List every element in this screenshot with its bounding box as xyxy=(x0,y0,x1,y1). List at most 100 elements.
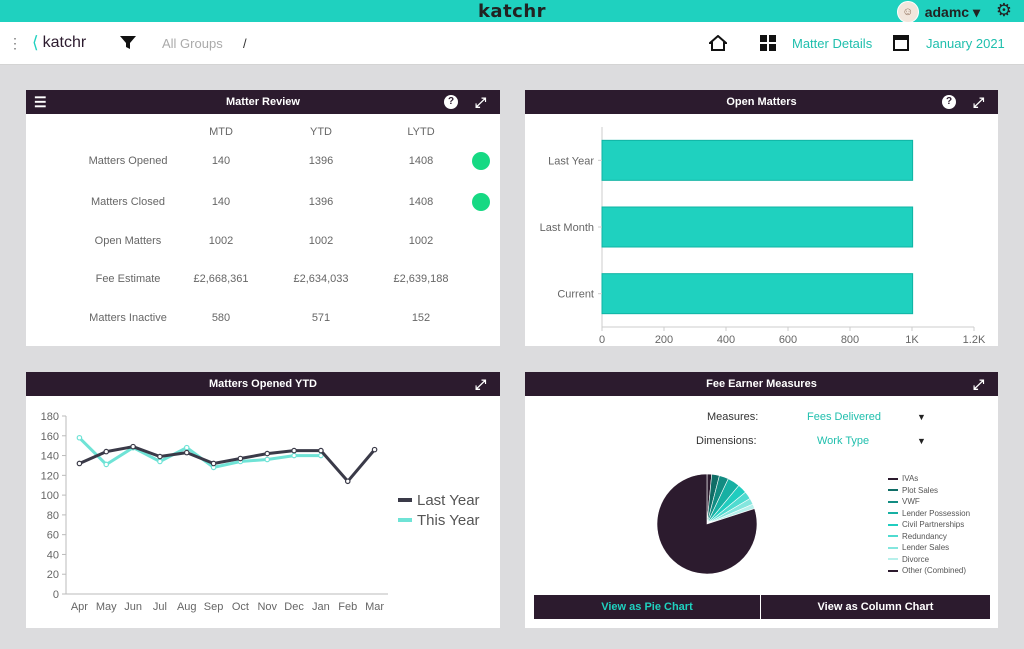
toolbar: ⋮ ⟨ katchr All Groups / Matter Details J… xyxy=(0,22,1024,65)
status-indicator xyxy=(472,152,490,170)
panel-title: Matters Opened YTD xyxy=(209,378,317,390)
legend-swatch xyxy=(888,500,898,503)
table-cell: 1002 xyxy=(408,235,434,247)
y-tick-label: 20 xyxy=(47,569,59,581)
table-cell: £2,668,361 xyxy=(193,273,249,285)
breadcrumb-separator: / xyxy=(243,35,247,51)
legend-item[interactable]: Civil Partnerships xyxy=(888,520,964,529)
data-point xyxy=(130,443,136,450)
table-cell: 152 xyxy=(411,312,431,324)
expand-icon[interactable]: ⤢ xyxy=(475,376,487,392)
menu-icon[interactable]: ☰ xyxy=(34,94,47,110)
panel-header: ☰ Matter Review ? ⤢ xyxy=(26,90,500,114)
filter-icon[interactable] xyxy=(120,22,136,64)
pie-chart-button[interactable]: View as Pie Chart xyxy=(534,595,760,619)
gear-icon[interactable]: ⚙ xyxy=(995,0,1012,20)
data-point xyxy=(264,456,271,463)
legend-label: Lender Sales xyxy=(902,543,950,552)
legend-item[interactable]: Lender Possession xyxy=(888,509,970,518)
x-tick-label: Jun xyxy=(124,601,142,613)
column-header: LYTD xyxy=(407,126,435,138)
data-point xyxy=(157,453,163,460)
group-selector[interactable]: All Groups xyxy=(162,35,223,51)
table-cell: 1002 xyxy=(208,235,234,247)
legend-item[interactable]: Divorce xyxy=(888,555,929,564)
user-menu[interactable]: ☺ adamc ▾ xyxy=(896,1,980,23)
view-selector[interactable]: Matter Details xyxy=(792,35,873,51)
x-tick-label: Feb xyxy=(338,601,357,613)
legend-item[interactable]: IVAs xyxy=(888,474,918,483)
data-point xyxy=(157,458,163,465)
legend-item[interactable]: VWF xyxy=(888,497,920,506)
data-point xyxy=(344,478,351,485)
help-icon[interactable]: ? xyxy=(942,95,956,109)
open-matters-panel: Open Matters ? ⤢ Last Year Last Month Curr… xyxy=(525,90,998,346)
expand-icon[interactable]: ⤢ xyxy=(475,94,487,110)
expand-icon[interactable]: ⤢ xyxy=(973,94,985,110)
legend-label: Divorce xyxy=(902,554,930,564)
legend-swatch xyxy=(888,489,898,491)
column-header: YTD xyxy=(310,126,332,138)
dashboard-grid-icon[interactable] xyxy=(760,22,776,64)
legend-label: Civil Partnerships xyxy=(902,520,965,529)
data-point xyxy=(318,447,324,454)
top-bar: katchr ☺ adamc ▾ ⚙ xyxy=(0,0,1024,23)
table-cell: 1408 xyxy=(408,196,434,208)
x-tick-label: Jan xyxy=(312,601,330,613)
legend-swatch xyxy=(888,477,898,480)
bar xyxy=(601,206,914,248)
y-tick-label: 0 xyxy=(53,589,59,601)
table-cell: 580 xyxy=(211,312,231,324)
measures-label: Measures: xyxy=(707,411,759,423)
tick-label: 0 xyxy=(599,334,605,346)
legend-label: Last Year xyxy=(417,492,480,509)
more-vertical-icon[interactable]: ⋮ xyxy=(8,34,22,51)
legend-item[interactable]: Plot Sales xyxy=(888,486,938,495)
tick-label: 400 xyxy=(717,334,735,346)
calendar-icon[interactable] xyxy=(893,22,909,64)
y-tick-label: 160 xyxy=(41,431,59,443)
legend-item[interactable]: Redundancy xyxy=(888,532,947,541)
home-icon[interactable] xyxy=(709,22,727,64)
legend-label: Redundancy xyxy=(902,531,947,541)
data-point xyxy=(291,447,297,454)
column-chart-button[interactable]: View as Column Chart xyxy=(761,595,990,619)
y-tick-label: 100 xyxy=(41,490,59,502)
table-cell: 571 xyxy=(311,312,331,324)
tick-label: 800 xyxy=(841,334,859,346)
x-tick-label: Mar xyxy=(365,601,384,613)
help-icon[interactable]: ? xyxy=(444,95,458,109)
table-cell: £2,639,188 xyxy=(393,273,449,285)
chevron-down-icon[interactable]: ▼ xyxy=(917,436,926,446)
legend-label: This Year xyxy=(417,512,480,529)
y-tick-label: 180 xyxy=(41,411,59,423)
logo[interactable]: ⟨ katchr xyxy=(32,22,86,64)
legend-item[interactable]: Lender Sales xyxy=(888,543,949,552)
open-matters-chart: Last Year Last Month Current 0 200 400 600 800 1… xyxy=(540,127,986,346)
legend-swatch xyxy=(888,558,898,560)
matters-opened-panel: Matters Opened YTD ⤢ 0 20 40 60 80 100 120 140 1… xyxy=(26,372,500,628)
pie-slice xyxy=(656,473,758,575)
bar xyxy=(601,139,914,181)
legend-swatch xyxy=(888,535,898,537)
expand-icon[interactable]: ⤢ xyxy=(973,376,985,392)
tick-label: 1.2K xyxy=(963,334,986,346)
tick-label: 600 xyxy=(779,334,797,346)
row-label: Open Matters xyxy=(94,235,162,247)
y-tick-label: 120 xyxy=(41,470,59,482)
y-tick-label: 60 xyxy=(47,530,59,542)
row-label: Fee Estimate xyxy=(95,273,161,285)
chevron-down-icon[interactable]: ▼ xyxy=(917,412,926,422)
data-point xyxy=(103,461,110,468)
avatar: ☺ xyxy=(896,1,919,23)
logo-mark-icon: ⟨ xyxy=(32,33,39,52)
table-cell: 1002 xyxy=(308,235,334,247)
panel-header: Fee Earner Measures ⤢ xyxy=(525,372,998,396)
table-cell: 1396 xyxy=(308,155,334,167)
row-label: Matters Opened xyxy=(88,155,168,167)
dimensions-select[interactable]: Work Type xyxy=(817,435,870,447)
legend-item[interactable]: Other (Combined) xyxy=(888,566,966,575)
date-selector[interactable]: January 2021 xyxy=(926,35,1005,51)
measures-select[interactable]: Fees Delivered xyxy=(807,411,881,423)
row-label: Matters Closed xyxy=(91,196,165,208)
